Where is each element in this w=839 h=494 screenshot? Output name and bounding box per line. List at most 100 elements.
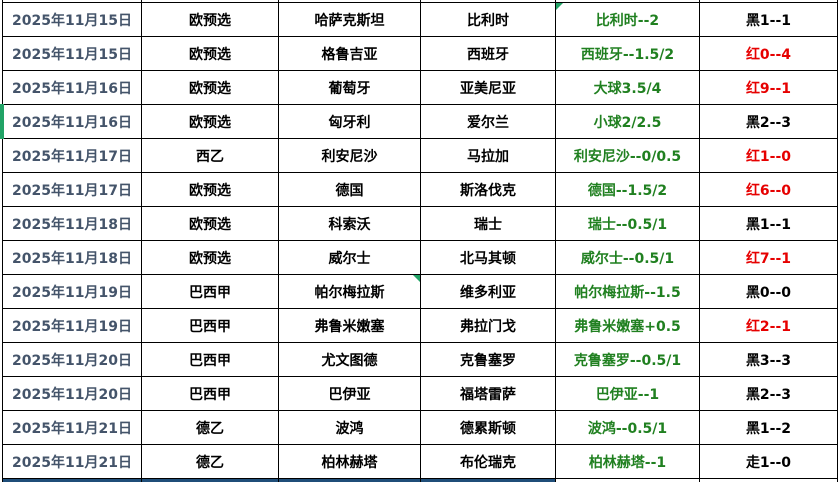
- cell-date[interactable]: 2025年11月15日: [2, 36, 142, 71]
- cell-home[interactable]: 哈萨克斯坦: [278, 2, 421, 37]
- cell-result[interactable]: 黑0--0: [699, 274, 838, 309]
- cell-result[interactable]: 红6--0: [699, 172, 838, 207]
- cell-league[interactable]: 欧预选: [141, 172, 279, 207]
- cell-home[interactable]: 威尔士: [278, 240, 421, 275]
- cell-away[interactable]: 福塔雷萨: [420, 376, 556, 411]
- cell-date[interactable]: 2025年11月18日: [2, 206, 142, 241]
- cell-date[interactable]: 2025年11月16日: [2, 70, 142, 105]
- cell-result[interactable]: 红0--4: [699, 36, 838, 71]
- cell-away[interactable]: 弗拉门戈: [420, 308, 556, 343]
- handicap-text: 柏林赫塔--1: [588, 454, 667, 471]
- cell-result[interactable]: 黑1--1: [699, 206, 838, 241]
- away-text: 马拉加: [467, 148, 509, 165]
- handicap-text: 弗鲁米嫩塞+0.5: [574, 318, 681, 335]
- cell-away[interactable]: 爱尔兰: [420, 104, 556, 139]
- cell-league[interactable]: 欧预选: [141, 240, 279, 275]
- table-row: 2025年11月19日 巴西甲 弗鲁米嫩塞 弗拉门戈 弗鲁米嫩塞+0.5 红2--1: [2, 308, 838, 343]
- cell-result[interactable]: 黑2--3: [699, 104, 838, 139]
- cell-handicap[interactable]: 瑞士--0.5/1: [555, 206, 700, 241]
- cell-home[interactable]: 德国: [278, 172, 421, 207]
- cell-away[interactable]: 斯洛伐克: [420, 172, 556, 207]
- cell-home[interactable]: 柏林赫塔: [278, 444, 421, 479]
- cell-handicap[interactable]: 弗鲁米嫩塞+0.5: [555, 308, 700, 343]
- away-text: 斯洛伐克: [460, 182, 516, 199]
- cell-home[interactable]: 波鸿: [278, 410, 421, 445]
- cell-away[interactable]: 瑞士: [420, 206, 556, 241]
- cell-result[interactable]: 黑1--1: [699, 2, 838, 37]
- cell-date[interactable]: 2025年11月21日: [2, 410, 142, 445]
- cell-away[interactable]: 西班牙: [420, 36, 556, 71]
- cell-league[interactable]: 巴西甲: [141, 342, 279, 377]
- cell-handicap[interactable]: 德国--1.5/2: [555, 172, 700, 207]
- cell-home[interactable]: 利安尼沙: [278, 138, 421, 173]
- cell-home[interactable]: 葡萄牙: [278, 70, 421, 105]
- cell-result[interactable]: 黑1--2: [699, 410, 838, 445]
- cell-league[interactable]: 欧预选: [141, 70, 279, 105]
- league-text: 欧预选: [189, 114, 231, 131]
- cell-handicap[interactable]: 柏林赫塔--1: [555, 444, 700, 479]
- cell-away[interactable]: 比利时: [420, 2, 556, 37]
- cell-home[interactable]: 巴伊亚: [278, 376, 421, 411]
- away-text: 北马其顿: [460, 250, 516, 267]
- cell-result[interactable]: 红9--1: [699, 70, 838, 105]
- cell-league[interactable]: 德乙: [141, 410, 279, 445]
- cell-handicap[interactable]: 波鸿--0.5/1: [555, 410, 700, 445]
- cell-date[interactable]: 2025年11月21日: [2, 444, 142, 479]
- cell-date[interactable]: 2025年11月17日: [2, 172, 142, 207]
- cell-result[interactable]: 黑3--3: [699, 342, 838, 377]
- cell-result[interactable]: 走1--0: [699, 444, 838, 479]
- cell-handicap[interactable]: 大球3.5/4: [555, 70, 700, 105]
- cell-league[interactable]: 欧预选: [141, 206, 279, 241]
- cell-league[interactable]: 德乙: [141, 444, 279, 479]
- cell-league[interactable]: 欧预选: [141, 104, 279, 139]
- cell-league[interactable]: 西乙: [141, 138, 279, 173]
- cell-home[interactable]: 匈牙利: [278, 104, 421, 139]
- table-row: 2025年11月20日 巴西甲 尤文图德 克鲁塞罗 克鲁塞罗--0.5/1 黑3--3: [2, 342, 838, 377]
- cell-home[interactable]: 科索沃: [278, 206, 421, 241]
- table-row: 2025年11月18日 欧预选 科索沃 瑞士 瑞士--0.5/1 黑1--1: [2, 206, 838, 241]
- cell-date[interactable]: 2025年11月20日: [2, 342, 142, 377]
- home-text: 葡萄牙: [328, 80, 371, 97]
- cell-away[interactable]: 维多利亚: [420, 274, 556, 309]
- cell-date[interactable]: 2025年11月17日: [2, 138, 142, 173]
- cell-date[interactable]: 2025年11月19日: [2, 308, 142, 343]
- cell-league[interactable]: 欧预选: [141, 36, 279, 71]
- cell-date[interactable]: 2025年11月16日: [0, 104, 142, 139]
- cell-away[interactable]: 德累斯顿: [420, 410, 556, 445]
- cell-home[interactable]: 尤文图德: [278, 342, 421, 377]
- cell-home[interactable]: 弗鲁米嫩塞: [278, 308, 421, 343]
- cell-league[interactable]: 欧预选: [141, 2, 279, 37]
- cell-handicap[interactable]: 巴伊亚--1: [555, 376, 700, 411]
- cell-league[interactable]: 巴西甲: [141, 308, 279, 343]
- cell-date[interactable]: 2025年11月20日: [2, 376, 142, 411]
- cell-date[interactable]: 2025年11月19日: [2, 274, 142, 309]
- cell-handicap[interactable]: 比利时--2: [555, 2, 700, 37]
- cell-away[interactable]: 马拉加: [420, 138, 556, 173]
- cell-league[interactable]: 巴西甲: [141, 376, 279, 411]
- cell-away[interactable]: 亚美尼亚: [420, 70, 556, 105]
- date-text: 2025年11月20日: [12, 386, 132, 403]
- cell-league[interactable]: 巴西甲: [141, 274, 279, 309]
- cell-handicap[interactable]: 帕尔梅拉斯--1.5: [555, 274, 700, 309]
- date-text: 2025年11月19日: [12, 318, 132, 335]
- cell-home[interactable]: 帕尔梅拉斯: [278, 274, 421, 309]
- cell-handicap[interactable]: 小球2/2.5: [555, 104, 700, 139]
- cell-handicap[interactable]: 利安尼沙--0/0.5: [555, 138, 700, 173]
- cell-away[interactable]: 布伦瑞克: [420, 444, 556, 479]
- cell-away[interactable]: 克鲁塞罗: [420, 342, 556, 377]
- cell-result[interactable]: 红1--0: [699, 138, 838, 173]
- cell-result[interactable]: 红2--1: [699, 308, 838, 343]
- cell-home[interactable]: 格鲁吉亚: [278, 36, 421, 71]
- cell-handicap[interactable]: 威尔士--0.5/1: [555, 240, 700, 275]
- cell-date[interactable]: 2025年11月15日: [2, 2, 142, 37]
- away-text: 爱尔兰: [467, 114, 509, 131]
- league-text: 欧预选: [189, 182, 231, 199]
- cell-date[interactable]: 2025年11月18日: [2, 240, 142, 275]
- cell-result[interactable]: 黑2--3: [699, 376, 838, 411]
- table-row: 2025年11月15日 欧预选 格鲁吉亚 西班牙 西班牙--1.5/2 红0--4: [2, 36, 838, 71]
- cell-handicap[interactable]: 西班牙--1.5/2: [555, 36, 700, 71]
- cell-away[interactable]: 北马其顿: [420, 240, 556, 275]
- cell-handicap[interactable]: 克鲁塞罗--0.5/1: [555, 342, 700, 377]
- handicap-text: 克鲁塞罗--0.5/1: [573, 352, 682, 369]
- cell-result[interactable]: 红7--1: [699, 240, 838, 275]
